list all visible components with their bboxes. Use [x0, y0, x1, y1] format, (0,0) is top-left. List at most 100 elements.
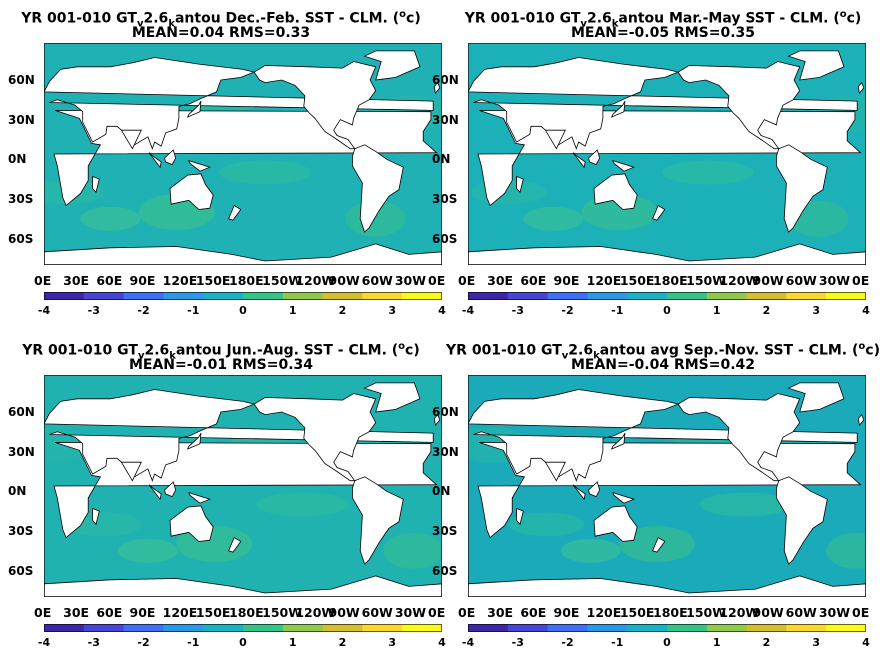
lon-tick-label: 150E: [195, 605, 231, 620]
lon-tick-label: 30E: [63, 273, 90, 288]
colorbar-segment: [243, 292, 284, 300]
lon-tick-label: 90W: [328, 605, 360, 620]
lat-tick-label: 60S: [8, 231, 34, 246]
lon-tick-label: 30W: [394, 273, 427, 288]
lon-tick-label: 120W: [719, 605, 760, 620]
lon-tick-label: 0E: [428, 605, 446, 620]
lon-tick-label: 120E: [586, 273, 622, 288]
colorbar-tick-label: 2: [762, 636, 771, 649]
colorbar-segment: [627, 292, 668, 300]
colorbar-segment: [507, 624, 549, 632]
lat-tick-label: 60S: [8, 563, 34, 578]
lon-tick-label: 90W: [328, 273, 360, 288]
colorbar-tick-label: -2: [137, 636, 150, 649]
colorbar-tick-label: -4: [461, 304, 475, 317]
panel-title: YR 001-010 GTv2.6kantou Mar.-May SST - C…: [464, 9, 862, 30]
colorbar-tick-label: -1: [611, 304, 624, 317]
lon-tick-label: 90E: [553, 605, 580, 620]
panel-stats: MEAN=-0.05 RMS=0.35: [570, 25, 756, 41]
lon-tick-label: 0E: [34, 273, 52, 288]
lon-tick-label: 0E: [852, 273, 870, 288]
colorbar-segment: [587, 292, 628, 300]
lon-tick-label: 30W: [818, 273, 851, 288]
colorbar-tick-label: 3: [812, 636, 821, 649]
lon-tick-label: 60W: [785, 605, 817, 620]
colorbar: [468, 624, 866, 632]
lon-tick-label: 0E: [458, 605, 476, 620]
colorbar-tick-label: -3: [87, 304, 100, 317]
sst-map: [44, 375, 442, 597]
colorbar-segment: [667, 292, 708, 300]
colorbar-segment: [163, 624, 204, 632]
lat-tick-label: 30S: [432, 523, 458, 538]
sst-map: [44, 43, 442, 265]
colorbar-segment: [282, 624, 324, 632]
colorbar-segment: [667, 624, 708, 632]
colorbar-tick-label: 2: [338, 636, 347, 649]
lat-tick-label: 30N: [432, 112, 459, 127]
colorbar-tick-label: -1: [187, 636, 200, 649]
colorbar-tick-label: 2: [338, 304, 347, 317]
lat-tick-label: 30S: [8, 523, 34, 538]
colorbar-tick-label: -4: [37, 304, 51, 317]
colorbar-segment: [587, 624, 628, 632]
colorbar-segment: [627, 624, 668, 632]
colorbar-segment: [746, 624, 787, 632]
colorbar-segment: [83, 292, 125, 300]
colorbar-segment: [746, 292, 787, 300]
colorbar-tick-label: -3: [87, 636, 100, 649]
colorbar-tick-label: -4: [37, 636, 51, 649]
lon-tick-label: 90W: [752, 273, 784, 288]
colorbar-segment: [362, 292, 403, 300]
colorbar-tick-label: -1: [187, 304, 200, 317]
colorbar-tick-label: -4: [461, 636, 475, 649]
panel-stats: MEAN=-0.01 RMS=0.34: [128, 357, 314, 373]
colorbar-tick-label: 3: [388, 304, 397, 317]
lon-tick-label: 60E: [520, 605, 547, 620]
sst-map: [468, 375, 866, 597]
colorbar-segment: [83, 624, 125, 632]
lat-tick-label: 30N: [8, 444, 35, 459]
panel-stats: MEAN=-0.04 RMS=0.42: [570, 357, 756, 373]
lon-tick-label: 60E: [96, 605, 123, 620]
colorbar-segment: [706, 292, 748, 300]
lon-tick-label: 0E: [34, 605, 52, 620]
lon-tick-label: 120E: [162, 273, 198, 288]
colorbar-segment: [402, 292, 442, 300]
lat-tick-label: 0N: [8, 152, 27, 167]
colorbar-tick-label: -2: [137, 304, 150, 317]
lon-tick-label: 120W: [295, 605, 336, 620]
colorbar: [44, 624, 442, 632]
colorbar-tick-label: -3: [511, 636, 524, 649]
colorbar-tick-label: 4: [862, 636, 870, 649]
colorbar-segment: [468, 624, 509, 632]
colorbar-tick-label: -2: [561, 636, 574, 649]
lon-tick-label: 120W: [719, 273, 760, 288]
colorbar-segment: [547, 624, 588, 632]
colorbar-tick-label: 2: [762, 304, 771, 317]
lon-tick-label: 180E: [229, 605, 264, 620]
lat-tick-label: 60S: [432, 231, 458, 246]
lon-tick-label: 180E: [653, 605, 688, 620]
colorbar-tick-label: 0: [239, 304, 247, 317]
lon-tick-label: 0E: [852, 605, 870, 620]
colorbar-segment: [826, 624, 866, 632]
panel-stats: MEAN=0.04 RMS=0.33: [131, 25, 311, 41]
lat-tick-label: 0N: [432, 484, 451, 499]
colorbar-tick-label: 3: [812, 304, 821, 317]
colorbar-tick-label: 4: [438, 636, 446, 649]
colorbar: [468, 292, 866, 300]
colorbar-tick-label: 1: [712, 304, 721, 317]
colorbar-tick-label: 0: [239, 636, 247, 649]
lon-tick-label: 150E: [195, 273, 231, 288]
lon-tick-label: 150W: [686, 273, 727, 288]
lat-tick-label: 30S: [8, 191, 34, 206]
colorbar-segment: [44, 292, 85, 300]
panel-title: YR 001-010 GTv2.6kantou avg Sep.-Nov. SS…: [446, 341, 880, 362]
colorbar-tick-label: 1: [288, 636, 297, 649]
colorbar-segment: [123, 624, 164, 632]
lon-tick-label: 180E: [653, 273, 688, 288]
lon-tick-label: 0E: [458, 273, 476, 288]
lon-tick-label: 30E: [487, 605, 514, 620]
colorbar-tick-label: 4: [438, 304, 446, 317]
